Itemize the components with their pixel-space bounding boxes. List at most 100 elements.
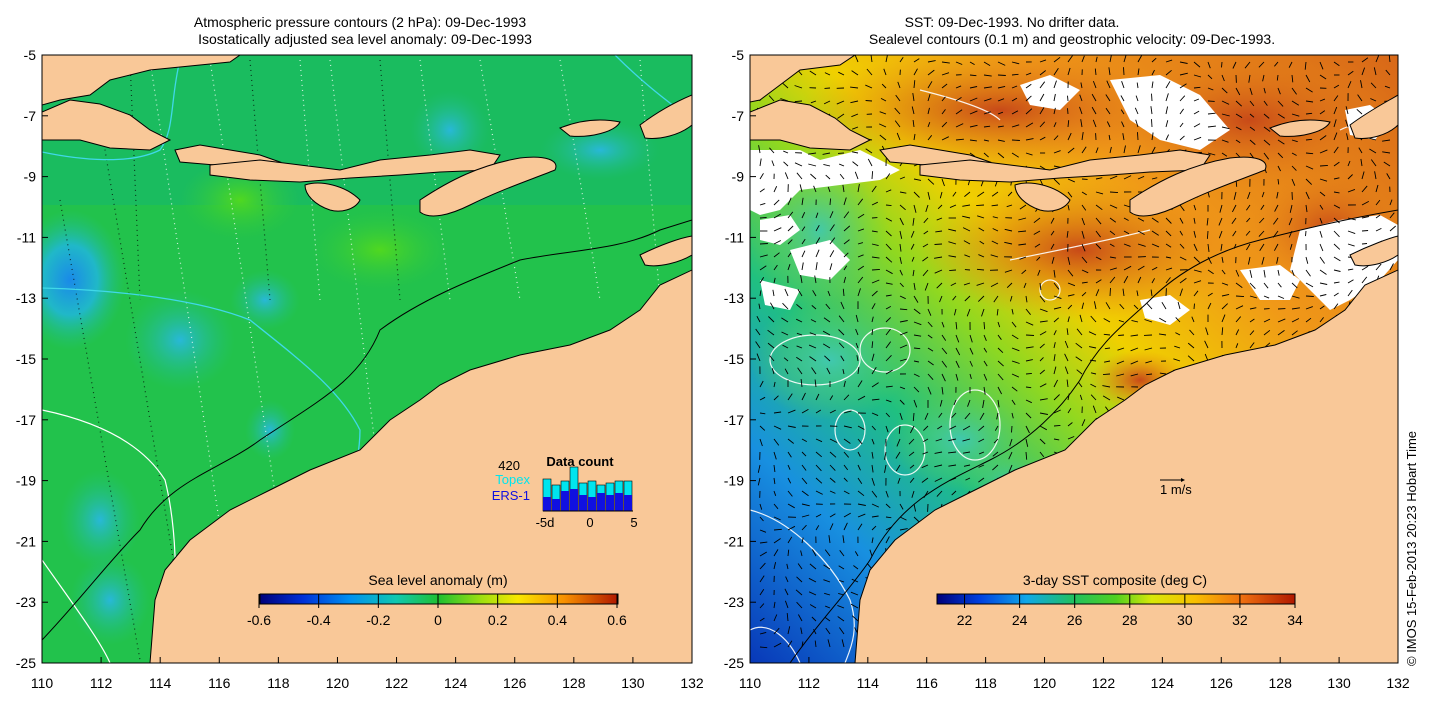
velocity-vector bbox=[829, 490, 836, 494]
velocity-vector bbox=[964, 254, 971, 258]
velocity-vector bbox=[979, 412, 985, 421]
velocity-vector bbox=[787, 197, 792, 206]
velocity-vector bbox=[909, 464, 915, 469]
velocity-vector bbox=[1146, 373, 1153, 376]
right-xtick-label: 124 bbox=[1151, 675, 1175, 691]
velocity-vector bbox=[809, 332, 817, 336]
velocity-vector bbox=[1221, 293, 1230, 297]
velocity-vector bbox=[1179, 83, 1187, 89]
velocity-vector bbox=[854, 171, 859, 180]
velocity-vector bbox=[787, 211, 794, 219]
velocity-vector bbox=[1375, 184, 1379, 193]
velocity-vector bbox=[759, 516, 764, 522]
velocity-vector bbox=[1121, 81, 1125, 89]
velocity-vector bbox=[997, 321, 1001, 328]
velocity-vector bbox=[1008, 451, 1013, 460]
velocity-vector bbox=[1130, 347, 1139, 352]
velocity-vector bbox=[1151, 177, 1158, 180]
velocity-vector bbox=[871, 367, 877, 375]
velocity-vector bbox=[1050, 217, 1055, 224]
velocity-vector bbox=[796, 318, 803, 323]
velocity-vector bbox=[786, 563, 789, 570]
velocity-vector bbox=[1175, 317, 1181, 323]
velocity-vector bbox=[948, 241, 957, 245]
velocity-vector bbox=[983, 74, 992, 77]
velocity-vector bbox=[1095, 217, 1102, 225]
velocity-vector bbox=[801, 464, 807, 471]
velocity-vector bbox=[997, 74, 1006, 76]
velocity-vector bbox=[997, 347, 1004, 354]
velocity-vector bbox=[1333, 84, 1340, 89]
velocity-vector bbox=[1011, 73, 1019, 76]
velocity-vector bbox=[871, 341, 874, 349]
velocity-vector bbox=[1109, 204, 1118, 209]
left-xtick-label: 112 bbox=[90, 675, 113, 691]
velocity-vector bbox=[1347, 81, 1352, 89]
velocity-vector bbox=[801, 490, 809, 497]
velocity-vector bbox=[824, 72, 831, 76]
velocity-vector bbox=[983, 152, 989, 158]
velocity-vector bbox=[885, 173, 891, 180]
velocity-vector bbox=[1137, 243, 1146, 247]
velocity-vector bbox=[759, 541, 768, 544]
velocity-vector bbox=[993, 438, 999, 444]
velocity-vector bbox=[936, 217, 943, 221]
velocity-vector bbox=[783, 161, 789, 167]
velocity-vector bbox=[1193, 303, 1195, 310]
velocity-vector bbox=[1091, 93, 1097, 102]
velocity-vector bbox=[1134, 107, 1139, 115]
velocity-vector bbox=[880, 98, 887, 102]
velocity-vector bbox=[1207, 112, 1216, 115]
velocity-vector bbox=[796, 576, 803, 583]
velocity-vector bbox=[871, 316, 874, 323]
velocity-vector bbox=[965, 477, 971, 481]
velocity-vector bbox=[1067, 304, 1073, 310]
velocity-vector bbox=[857, 513, 866, 518]
velocity-vector bbox=[1053, 150, 1061, 154]
velocity-vector bbox=[1066, 230, 1069, 238]
velocity-vector bbox=[952, 191, 957, 197]
velocity-vector bbox=[773, 395, 779, 401]
velocity-vector bbox=[773, 240, 782, 245]
velocity-vector bbox=[786, 613, 789, 622]
velocity-vector bbox=[993, 295, 999, 303]
velocity-vector bbox=[897, 81, 901, 89]
velocity-vector bbox=[839, 173, 845, 180]
velocity-vector bbox=[967, 399, 971, 407]
velocity-vector bbox=[913, 80, 916, 89]
velocity-vector bbox=[925, 204, 929, 213]
velocity-vector bbox=[941, 334, 947, 341]
velocity-vector bbox=[857, 228, 865, 232]
velocity-vector bbox=[1388, 55, 1391, 63]
velocity-vector bbox=[941, 136, 949, 141]
velocity-vector bbox=[1277, 87, 1281, 95]
velocity-vector bbox=[857, 198, 864, 206]
velocity-vector bbox=[1053, 178, 1061, 185]
velocity-vector bbox=[992, 216, 999, 219]
velocity-vector bbox=[1011, 399, 1016, 405]
velocity-vector bbox=[1039, 121, 1046, 128]
right-title-line2: Sealevel contours (0.1 m) and geostrophi… bbox=[869, 31, 1275, 47]
velocity-vector bbox=[1067, 55, 1073, 63]
velocity-vector bbox=[909, 425, 915, 434]
velocity-vector bbox=[1174, 345, 1181, 349]
velocity-vector bbox=[1333, 256, 1341, 262]
velocity-vector bbox=[913, 282, 916, 291]
velocity-vector bbox=[922, 451, 929, 455]
velocity-vector bbox=[1263, 113, 1270, 119]
velocity-vector bbox=[815, 490, 823, 495]
velocity-vector bbox=[1235, 100, 1243, 107]
left-xtick-label: 116 bbox=[208, 675, 231, 691]
left-xtick-label: 114 bbox=[149, 675, 172, 691]
velocity-vector bbox=[1109, 243, 1115, 247]
velocity-vector bbox=[828, 535, 831, 544]
velocity-vector bbox=[1249, 307, 1257, 310]
velocity-vector bbox=[1263, 100, 1268, 106]
velocity-vector bbox=[1105, 94, 1111, 102]
velocity-vector bbox=[1151, 146, 1156, 154]
velocity-vector bbox=[955, 85, 962, 89]
velocity-vector bbox=[955, 373, 959, 381]
velocity-vector bbox=[1235, 329, 1240, 336]
velocity-vector bbox=[899, 344, 908, 349]
velocity-vector bbox=[1116, 373, 1125, 377]
